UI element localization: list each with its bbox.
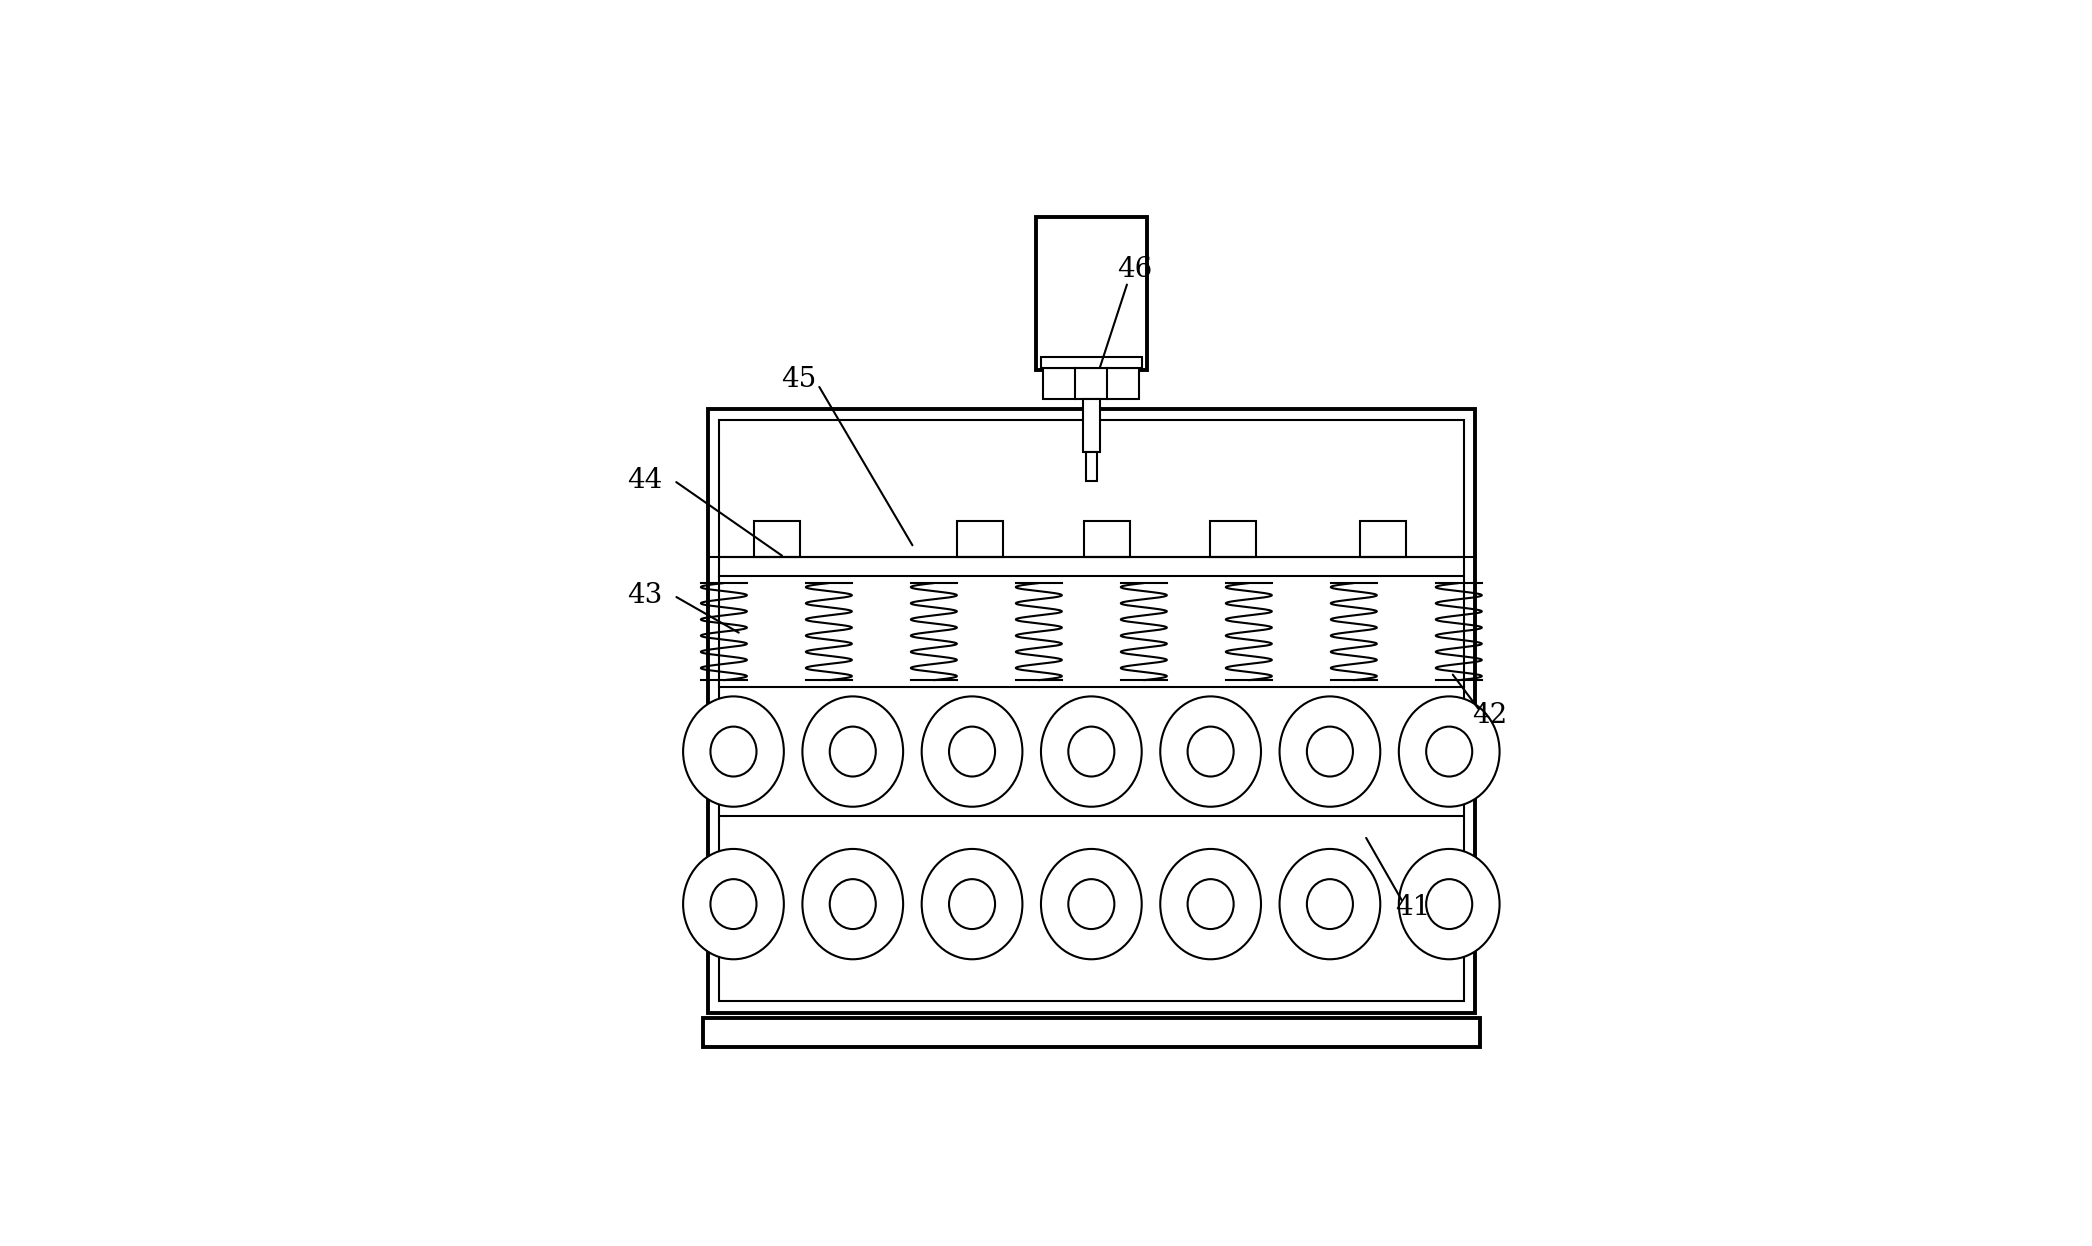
Bar xyxy=(1211,521,1257,557)
Ellipse shape xyxy=(1069,880,1115,930)
Bar xyxy=(1042,356,1142,369)
Ellipse shape xyxy=(950,726,996,776)
Ellipse shape xyxy=(1042,849,1142,959)
Ellipse shape xyxy=(1427,726,1473,776)
Ellipse shape xyxy=(923,697,1023,806)
Ellipse shape xyxy=(803,849,904,959)
Bar xyxy=(707,409,1475,1013)
Ellipse shape xyxy=(1280,697,1381,806)
Bar xyxy=(1036,217,1146,370)
Text: 44: 44 xyxy=(628,467,663,493)
Ellipse shape xyxy=(684,697,784,806)
Bar xyxy=(703,1018,1479,1047)
Bar xyxy=(1360,521,1406,557)
Ellipse shape xyxy=(831,726,877,776)
Ellipse shape xyxy=(1400,849,1500,959)
Ellipse shape xyxy=(1188,880,1234,930)
Bar xyxy=(956,521,1002,557)
Ellipse shape xyxy=(684,849,784,959)
Ellipse shape xyxy=(1161,849,1261,959)
Ellipse shape xyxy=(923,849,1023,959)
Ellipse shape xyxy=(1042,697,1142,806)
Bar xyxy=(1084,399,1100,452)
Ellipse shape xyxy=(1069,726,1115,776)
Ellipse shape xyxy=(711,880,757,930)
Bar xyxy=(1084,521,1130,557)
Bar xyxy=(753,521,799,557)
Ellipse shape xyxy=(1400,697,1500,806)
Text: 46: 46 xyxy=(1117,255,1153,283)
Text: 42: 42 xyxy=(1473,701,1506,729)
Text: 45: 45 xyxy=(780,366,816,394)
Ellipse shape xyxy=(1427,880,1473,930)
Bar xyxy=(1044,369,1140,399)
Ellipse shape xyxy=(1308,880,1354,930)
Text: 43: 43 xyxy=(628,582,663,609)
Bar xyxy=(720,420,1464,1002)
Ellipse shape xyxy=(711,726,757,776)
Ellipse shape xyxy=(803,697,904,806)
Text: 41: 41 xyxy=(1395,893,1431,921)
Ellipse shape xyxy=(1188,726,1234,776)
Bar xyxy=(1086,452,1096,481)
Ellipse shape xyxy=(950,880,996,930)
Ellipse shape xyxy=(831,880,877,930)
Ellipse shape xyxy=(1161,697,1261,806)
Ellipse shape xyxy=(1308,726,1354,776)
Ellipse shape xyxy=(1280,849,1381,959)
